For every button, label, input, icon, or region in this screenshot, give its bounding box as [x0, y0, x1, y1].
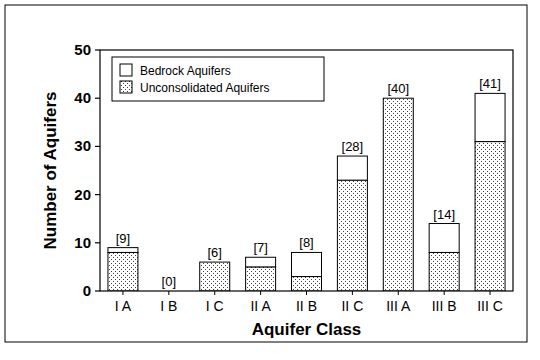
legend-swatch: [120, 64, 132, 76]
chart: 0 10 20 30 40 50 I A I B I C II A II B II C III A III…: [0, 0, 540, 360]
legend-swatch: [120, 81, 132, 93]
bar-segment: [429, 224, 459, 253]
figure-border: [5, 5, 527, 342]
bar-segment: [475, 142, 505, 291]
x-tick: [398, 291, 399, 295]
x-tick: [490, 291, 491, 295]
x-tick: [260, 291, 261, 295]
y-tick: [95, 49, 100, 50]
total-label: [9]: [116, 231, 130, 246]
x-tick: [306, 291, 307, 295]
y-tick: [95, 290, 100, 291]
bar-segment: [337, 180, 367, 291]
bar-segment: [200, 262, 230, 263]
total-label: [8]: [299, 235, 313, 250]
x-axis-title: Aquifer Class: [252, 320, 362, 339]
bars: [108, 93, 505, 291]
bar-segment: [108, 248, 138, 253]
y-tick-label: 10: [74, 234, 91, 251]
x-tick: [444, 291, 445, 295]
total-label: [14]: [433, 207, 455, 222]
x-tick: [122, 291, 123, 295]
total-label: [6]: [207, 245, 221, 260]
x-tick: [168, 291, 169, 295]
y-tick-label: 40: [74, 89, 91, 106]
legend: Bedrock Aquifers Unconsolidated Aquifers: [112, 57, 324, 101]
x-tick-label: II B: [296, 298, 317, 314]
x-tick-label: II C: [341, 298, 363, 314]
x-tick: [214, 291, 215, 295]
bar-segment: [429, 252, 459, 291]
legend-label: Bedrock Aquifers: [140, 64, 231, 78]
total-label: [7]: [253, 240, 267, 255]
bar-segment: [246, 267, 276, 291]
legend-label: Unconsolidated Aquifers: [140, 81, 269, 95]
y-tick: [95, 194, 100, 195]
total-label: [41]: [479, 76, 501, 91]
x-tick-label: I B: [160, 298, 177, 314]
y-tick: [95, 98, 100, 99]
chart-root: 0 10 20 30 40 50 I A I B I C II A II B II C III A III…: [0, 0, 540, 360]
y-tick-label: 50: [74, 41, 91, 58]
x-tick-label: I A: [115, 298, 132, 314]
bar-segment: [292, 277, 322, 291]
legend-box: [112, 57, 324, 101]
bar-segment: [200, 262, 230, 291]
bar-segment: [108, 252, 138, 291]
y-tick-label: 0: [83, 282, 91, 299]
bar-segment: [383, 98, 413, 99]
total-label: [0]: [162, 274, 176, 289]
bar-segment: [475, 93, 505, 141]
x-tick-label: I C: [206, 298, 224, 314]
bar-segment: [337, 156, 367, 180]
x-tick: [352, 291, 353, 295]
y-tick-label: 30: [74, 137, 91, 154]
y-tick: [95, 242, 100, 243]
plot-frame: [100, 50, 513, 291]
y-axis-title: Number of Aquifers: [41, 91, 60, 249]
bar-segment: [246, 257, 276, 267]
total-label: [28]: [342, 139, 364, 154]
x-tick-label: II A: [250, 298, 271, 314]
y-tick-label: 20: [74, 186, 91, 203]
x-tick-label: III B: [432, 298, 457, 314]
bar-segment: [383, 98, 413, 291]
total-label: [40]: [387, 81, 409, 96]
y-tick: [95, 146, 100, 147]
x-tick-label: III A: [386, 298, 411, 314]
x-tick-label: III C: [477, 298, 503, 314]
bar-segment: [292, 252, 322, 276]
